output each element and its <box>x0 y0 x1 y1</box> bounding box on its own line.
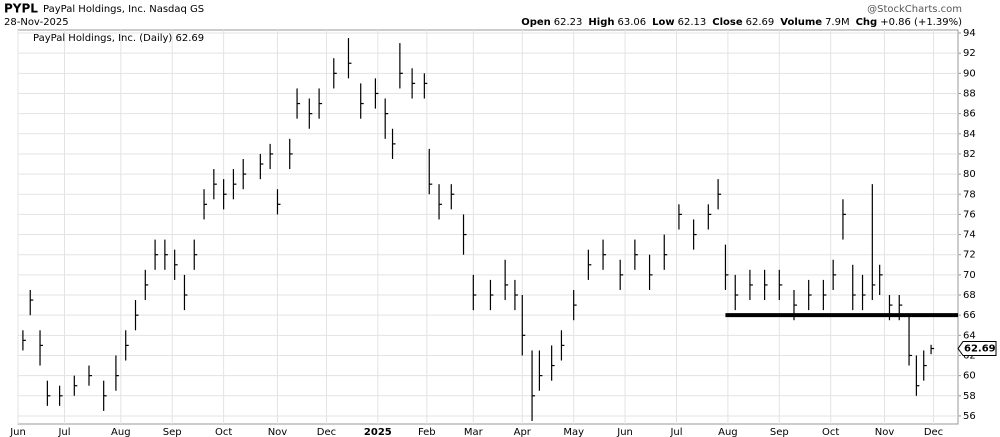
y-tick-label: 70 <box>963 270 976 281</box>
y-tick-label: 78 <box>963 189 976 200</box>
x-tick-label: Oct <box>215 427 232 437</box>
quote-value: 62.23 <box>554 17 583 28</box>
y-tick-label: 66 <box>963 310 976 321</box>
quote-label: Close <box>712 17 743 28</box>
y-tick-label: 68 <box>963 290 976 301</box>
x-tick-label: Dec <box>317 427 336 437</box>
x-tick-label: May <box>563 427 584 437</box>
quote-value: +0.86 (+1.39%) <box>880 17 962 28</box>
y-tick-label: 84 <box>963 129 976 140</box>
y-tick-label: 82 <box>963 149 976 160</box>
x-tick-label: Jun <box>9 427 26 437</box>
quote-value: 62.13 <box>678 17 707 28</box>
company: PayPal Holdings, Inc. Nasdaq GS <box>43 4 204 15</box>
x-tick-label: 2025 <box>364 427 392 437</box>
y-tick-label: 80 <box>963 169 976 180</box>
quote-label: High <box>588 17 614 28</box>
x-tick-label: Feb <box>418 427 436 437</box>
y-tick-label: 64 <box>963 330 976 341</box>
last-price-label: 62.69 <box>964 344 996 355</box>
x-tick-label: Dec <box>924 427 943 437</box>
x-tick-label: Aug <box>111 427 131 437</box>
x-tick-label: Sep <box>770 427 789 437</box>
y-tick-label: 88 <box>963 88 976 99</box>
y-tick-label: 90 <box>963 68 976 79</box>
quote: Open 62.23 High 63.06 Low 62.13 Close 62.69 Volu… <box>521 17 962 28</box>
y-tick-label: 94 <box>963 28 976 39</box>
y-tick-label: 86 <box>963 109 976 120</box>
legend: PayPal Holdings, Inc. (Daily) 62.69 <box>33 33 204 44</box>
x-tick-label: Apr <box>514 427 532 437</box>
x-tick-label: Sep <box>163 427 182 437</box>
quote-label: Volume <box>780 17 822 28</box>
y-tick-label: 58 <box>963 391 976 402</box>
quote-value: 62.69 <box>746 17 775 28</box>
y-tick-label: 92 <box>963 48 976 59</box>
quote-label: Chg <box>856 17 878 28</box>
date: 28-Nov-2025 <box>4 17 69 28</box>
x-tick-label: Oct <box>822 427 839 437</box>
quote-label: Low <box>652 17 674 28</box>
y-tick-label: 76 <box>963 209 976 220</box>
y-tick-label: 72 <box>963 250 976 261</box>
x-tick-label: Aug <box>718 427 738 437</box>
x-tick-label: Jul <box>669 427 682 437</box>
y-tick-label: 60 <box>963 371 976 382</box>
x-tick-label: Mar <box>464 427 484 437</box>
quote-value: 7.9M <box>825 17 850 28</box>
x-tick-label: Nov <box>875 427 895 437</box>
y-tick-label: 56 <box>963 411 976 422</box>
x-tick-label: Jun <box>616 427 633 437</box>
x-tick-label: Jul <box>57 427 70 437</box>
x-tick-label: Nov <box>268 427 288 437</box>
symbol: PYPL <box>4 2 38 16</box>
quote-value: 63.06 <box>617 17 646 28</box>
last-price-marker <box>957 341 997 357</box>
watermark: @StockCharts.com <box>867 4 962 15</box>
quote-label: Open <box>521 17 551 28</box>
y-tick-label: 74 <box>963 230 976 241</box>
